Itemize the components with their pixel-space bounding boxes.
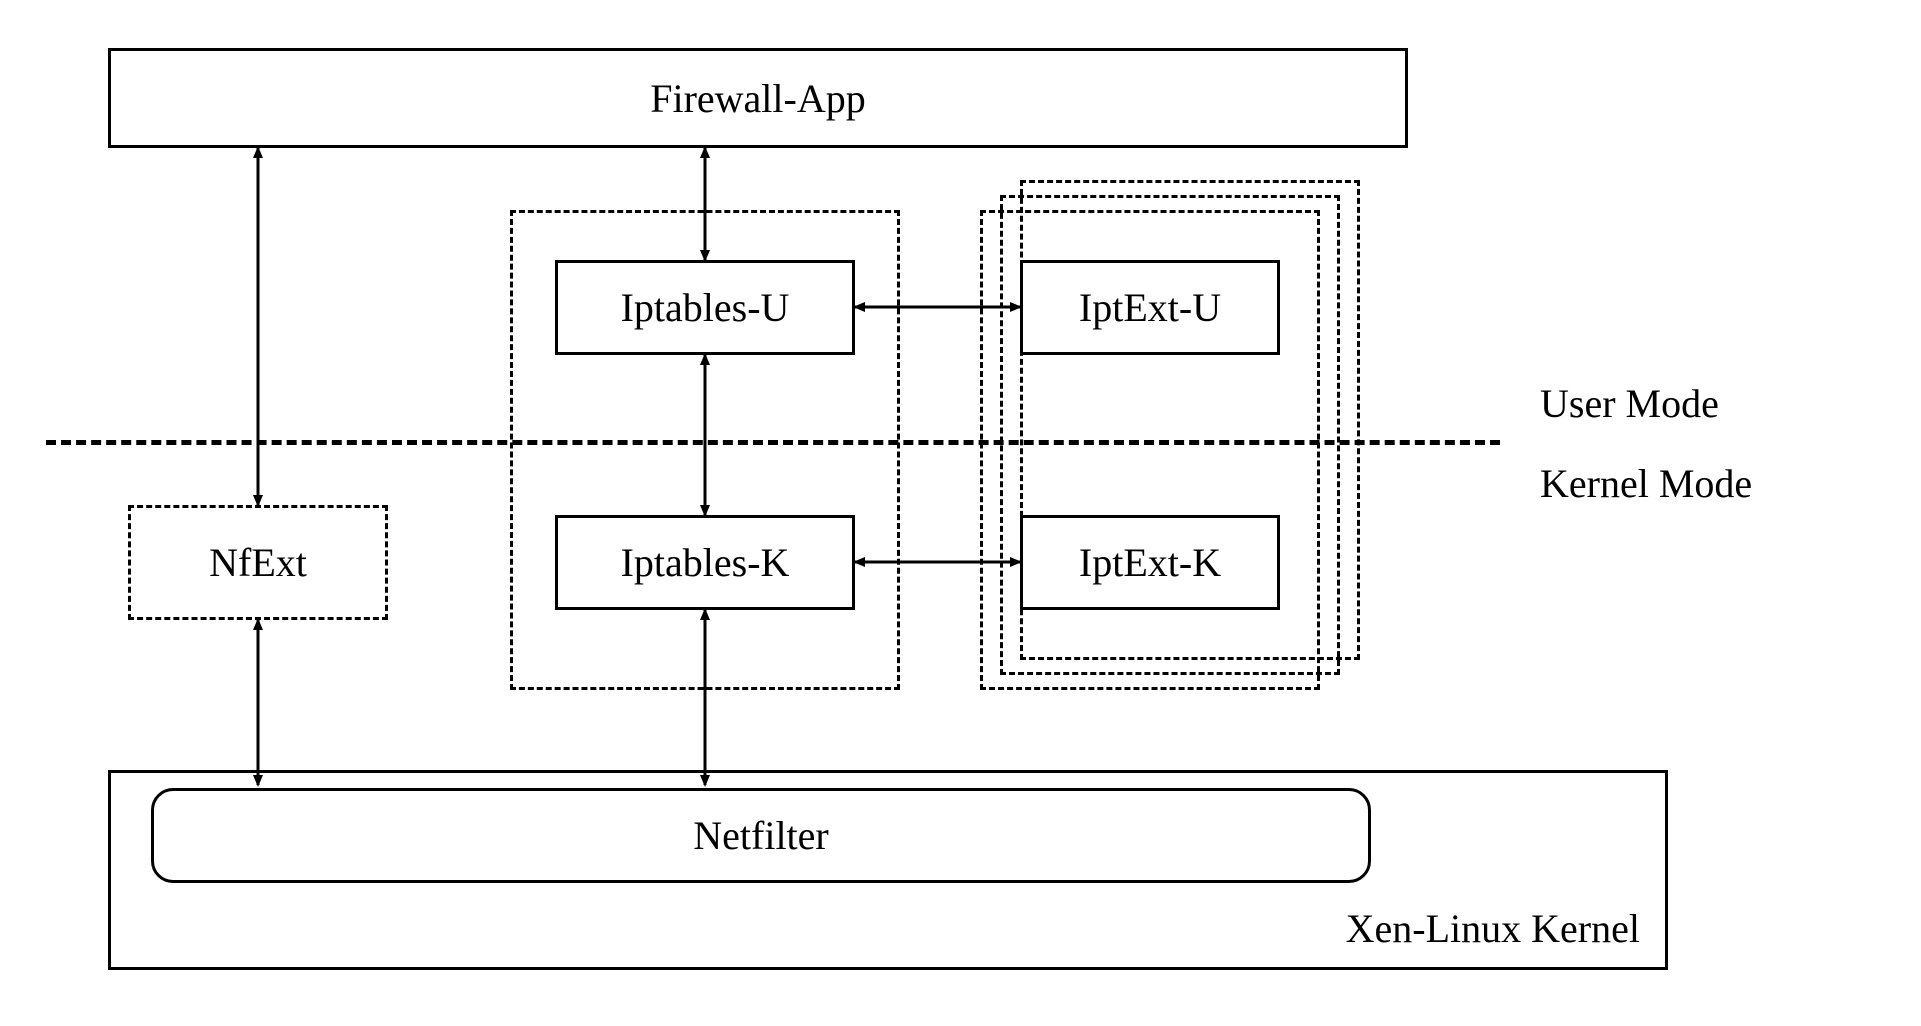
node-iptext-u: IptExt-U (1020, 260, 1280, 355)
label-iptables-k: Iptables-K (621, 539, 790, 586)
label-user-mode: User Mode (1540, 380, 1719, 427)
label-netfilter: Netfilter (693, 812, 829, 859)
node-netfilter: Netfilter (151, 788, 1371, 883)
node-nfext: NfExt (128, 505, 388, 620)
node-iptables-u: Iptables-U (555, 260, 855, 355)
label-nfext: NfExt (209, 539, 307, 586)
label-iptext-u: IptExt-U (1079, 284, 1221, 331)
label-firewall-app: Firewall-App (650, 75, 866, 122)
node-xen-kernel: Netfilter Xen-Linux Kernel (108, 770, 1668, 970)
label-kernel-mode: Kernel Mode (1540, 460, 1752, 507)
node-iptables-k: Iptables-K (555, 515, 855, 610)
node-iptext-k: IptExt-K (1020, 515, 1280, 610)
mode-divider (46, 440, 1500, 445)
label-iptables-u: Iptables-U (621, 284, 790, 331)
label-iptext-k: IptExt-K (1079, 539, 1221, 586)
diagram-canvas: Firewall-App Iptables-U IptExt-U User Mo… (0, 0, 1921, 1026)
label-xen-kernel: Xen-Linux Kernel (1346, 905, 1640, 952)
node-firewall-app: Firewall-App (108, 48, 1408, 148)
